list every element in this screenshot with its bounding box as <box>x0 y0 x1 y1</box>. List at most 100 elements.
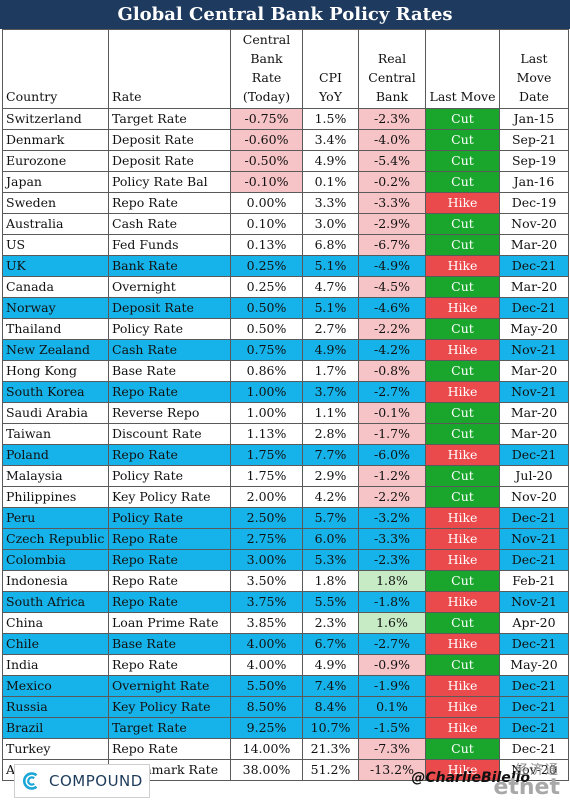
cell-last-move: Cut <box>425 612 500 634</box>
cell-country: Norway <box>2 297 109 319</box>
cell-last-move: Cut <box>425 150 500 172</box>
cell-rate: Key Policy Rate <box>108 696 231 718</box>
cell-rate: Policy Rate <box>108 465 231 487</box>
cell-real-rate: -0.2% <box>358 171 426 193</box>
policy-rates-table: Country Rate Central Bank Rate (Today) C… <box>2 29 569 781</box>
cell-cpi: 5.3% <box>302 549 359 571</box>
table-row: Peru Policy Rate 2.50% 5.7% -3.2% Hike Dec-21 <box>2 507 569 529</box>
cell-country: India <box>2 654 109 676</box>
cell-real-rate: -7.3% <box>358 738 426 760</box>
header-rate: Rate <box>108 29 231 109</box>
cell-cpi: 6.8% <box>302 234 359 256</box>
cell-cb-rate: 5.50% <box>230 675 303 697</box>
cell-country: China <box>2 612 109 634</box>
table-row: Taiwan Discount Rate 1.13% 2.8% -1.7% Cut Mar-… <box>2 423 569 445</box>
cell-real-rate: -1.5% <box>358 717 426 739</box>
cell-last-move: Cut <box>425 108 500 130</box>
cell-cpi: 4.7% <box>302 276 359 298</box>
cell-last-move-date: Nov-20 <box>499 759 569 781</box>
cell-cpi: 4.9% <box>302 150 359 172</box>
cell-real-rate: -3.3% <box>358 528 426 550</box>
cell-cb-rate: 0.25% <box>230 255 303 277</box>
cell-country: Eurozone <box>2 150 109 172</box>
table-row: Japan Policy Rate Bal -0.10% 0.1% -0.2% Cut Ja… <box>2 171 569 193</box>
cell-real-rate: -2.9% <box>358 213 426 235</box>
cell-cb-rate: -0.75% <box>230 108 303 130</box>
cell-cb-rate: 1.13% <box>230 423 303 445</box>
compound-c-icon <box>21 770 43 792</box>
cell-country: Czech Republic <box>2 528 109 550</box>
cell-last-move: Hike <box>425 255 500 277</box>
cell-last-move: Hike <box>425 297 500 319</box>
cell-cpi: 2.7% <box>302 318 359 340</box>
cell-last-move: Cut <box>425 402 500 424</box>
cell-last-move-date: Mar-20 <box>499 402 569 424</box>
cell-last-move: Cut <box>425 738 500 760</box>
cell-rate: Repo Rate <box>108 570 231 592</box>
table-row: India Repo Rate 4.00% 4.9% -0.9% Cut May-20 <box>2 654 569 676</box>
cell-cpi: 3.0% <box>302 213 359 235</box>
cell-last-move-date: Dec-21 <box>499 507 569 529</box>
cell-last-move-date: Apr-20 <box>499 612 569 634</box>
cell-cpi: 4.2% <box>302 486 359 508</box>
cell-cpi: 3.7% <box>302 381 359 403</box>
table-row: Mexico Overnight Rate 5.50% 7.4% -1.9% Hike De… <box>2 675 569 697</box>
table-row: Colombia Repo Rate 3.00% 5.3% -2.3% Hike Dec-2… <box>2 549 569 571</box>
cell-rate: Repo Rate <box>108 591 231 613</box>
cell-country: Poland <box>2 444 109 466</box>
watermark-cn: 经济通 <box>514 763 560 778</box>
cell-real-rate: -1.7% <box>358 423 426 445</box>
cell-last-move-date: Mar-20 <box>499 423 569 445</box>
etnet-watermark: 经济通 etnet <box>493 757 562 803</box>
cell-cb-rate: 2.00% <box>230 486 303 508</box>
table-row: China Loan Prime Rate 3.85% 2.3% 1.6% Cut Apr-… <box>2 612 569 634</box>
cell-country: Indonesia <box>2 570 109 592</box>
cell-cpi: 6.7% <box>302 633 359 655</box>
cell-country: Sweden <box>2 192 109 214</box>
cell-last-move-date: Nov-20 <box>499 213 569 235</box>
cell-cpi: 3.3% <box>302 192 359 214</box>
cell-last-move-date: Dec-21 <box>499 675 569 697</box>
cell-real-rate: -4.9% <box>358 255 426 277</box>
cell-country: Mexico <box>2 675 109 697</box>
cell-rate: Policy Rate <box>108 507 231 529</box>
header-country: Country <box>2 29 109 109</box>
cell-last-move: Hike <box>425 696 500 718</box>
cell-real-rate: 0.1% <box>358 696 426 718</box>
cell-cb-rate: -0.50% <box>230 150 303 172</box>
cell-cpi: 7.4% <box>302 675 359 697</box>
table-row: UK Bank Rate 0.25% 5.1% -4.9% Hike Dec-21 <box>2 255 569 277</box>
cell-cpi: 5.1% <box>302 297 359 319</box>
cell-rate: Base Rate <box>108 360 231 382</box>
cell-country: Saudi Arabia <box>2 402 109 424</box>
cell-rate: Policy Rate <box>108 318 231 340</box>
table-row: Russia Key Policy Rate 8.50% 8.4% 0.1% Hike De… <box>2 696 569 718</box>
cell-last-move: Cut <box>425 360 500 382</box>
cell-cpi: 5.5% <box>302 591 359 613</box>
cell-rate: Repo Rate <box>108 549 231 571</box>
cell-last-move: Cut <box>425 171 500 193</box>
table-row: Thailand Policy Rate 0.50% 2.7% -2.2% Cut May-… <box>2 318 569 340</box>
cell-country: Hong Kong <box>2 360 109 382</box>
cell-rate: Target Rate <box>108 717 231 739</box>
cell-real-rate: -2.3% <box>358 549 426 571</box>
cell-cpi: 3.4% <box>302 129 359 151</box>
cell-real-rate: -1.9% <box>358 675 426 697</box>
cell-cpi: 6.0% <box>302 528 359 550</box>
cell-real-rate: -2.2% <box>358 318 426 340</box>
cell-real-rate: -4.6% <box>358 297 426 319</box>
cell-last-move: Hike <box>425 528 500 550</box>
cell-rate: Target Rate <box>108 108 231 130</box>
cell-last-move: Hike <box>425 759 500 781</box>
cell-country: Colombia <box>2 549 109 571</box>
cell-country: Philippines <box>2 486 109 508</box>
cell-country: Australia <box>2 213 109 235</box>
cell-cpi: 2.8% <box>302 423 359 445</box>
cell-real-rate: -0.9% <box>358 654 426 676</box>
cell-last-move-date: Jul-20 <box>499 465 569 487</box>
cell-rate: Overnight Rate <box>108 675 231 697</box>
cell-country: South Africa <box>2 591 109 613</box>
cell-real-rate: -1.2% <box>358 465 426 487</box>
cell-real-rate: -5.4% <box>358 150 426 172</box>
cell-cpi: 10.7% <box>302 717 359 739</box>
